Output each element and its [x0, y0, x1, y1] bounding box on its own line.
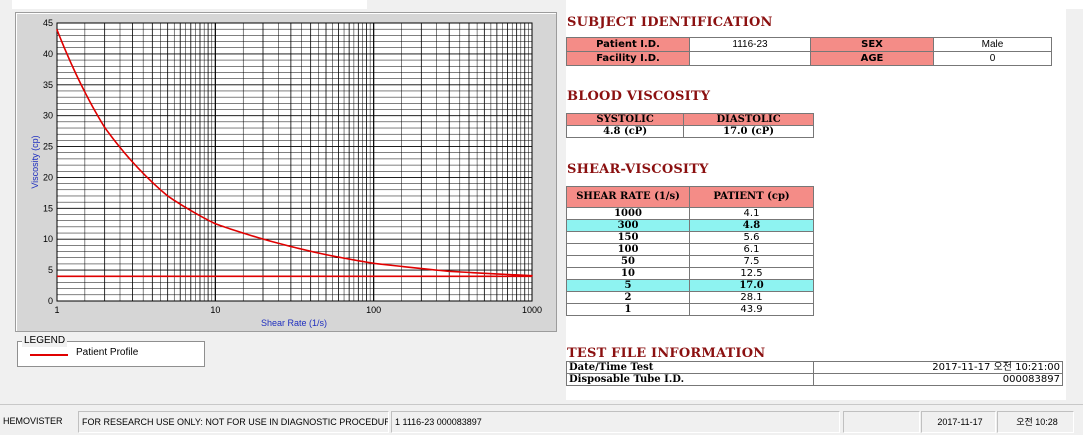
y-axis-label: Viscosity (cp) [30, 135, 40, 188]
viscosity-chart: 0 5 10 15 20 25 30 35 40 45 1 10 100 1000 Shear Rate… [30, 18, 542, 328]
data-point [103, 126, 106, 129]
patient-cp-cell: 4.1 [689, 207, 814, 220]
patient-cp-cell: 28.1 [689, 291, 814, 304]
tube-id-value: 000083897 [813, 373, 1063, 386]
blood-viscosity-title: BLOOD VISCOSITY [567, 89, 711, 104]
patient-id-value: 1116-23 [689, 37, 811, 52]
blood-viscosity-table: SYSTOLIC DIASTOLIC 4.8 (cP) 17.0 (cP) [565, 113, 814, 138]
facility-id-value [689, 51, 811, 66]
shear-rate-cell: 300 [566, 219, 690, 232]
shear-row: 5 17.0 [566, 279, 814, 292]
x-axis-label: Shear Rate (1/s) [261, 318, 327, 328]
data-point [166, 195, 169, 197]
shear-row: 50 7.5 [566, 255, 814, 268]
patient-cp-cell: 7.5 [689, 255, 814, 268]
facility-id-label: Facility I.D. [566, 51, 690, 66]
diastolic-label: DIASTOLIC [683, 113, 814, 126]
shear-row: 150 5.6 [566, 231, 814, 244]
tube-id-label: Disposable Tube I.D. [566, 373, 814, 386]
patient-cp-cell: 5.6 [689, 231, 814, 244]
legend-swatch-patient-profile [30, 354, 68, 356]
status-time: 오전 10:28 [997, 411, 1074, 433]
chart-legend: LEGEND Patient Profile [17, 335, 205, 367]
datetime-label: Date/Time Test [566, 361, 814, 374]
chart-grid [56, 22, 533, 302]
y-tick-label: 10 [43, 234, 53, 244]
status-bar: HEMOVISTER FOR RESEARCH USE ONLY: NOT FO… [0, 404, 1083, 435]
legend-label-patient-profile: Patient Profile [76, 347, 139, 358]
age-label: AGE [810, 51, 934, 66]
status-record: 1 1116-23 000083897 [391, 411, 840, 433]
shear-rate-cell: 2 [566, 291, 690, 304]
y-tick-label: 35 [43, 80, 53, 90]
y-tick-label: 15 [43, 203, 53, 213]
shear-row: 300 4.8 [566, 219, 814, 232]
shear-row: 2 28.1 [566, 291, 814, 304]
shear-rate-cell: 10 [566, 267, 690, 280]
data-point [56, 28, 58, 31]
legend-title: LEGEND [22, 335, 68, 347]
status-blank [843, 411, 920, 433]
shear-rate-cell: 150 [566, 231, 690, 244]
status-research-notice: FOR RESEARCH USE ONLY: NOT FOR USE IN DI… [78, 411, 389, 433]
status-date: 2017-11-17 [921, 411, 996, 433]
shear-row: 10 12.5 [566, 267, 814, 280]
x-tick-label: 100 [366, 305, 381, 315]
shear-rate-cell: 50 [566, 255, 690, 268]
x-tick-label: 1 [54, 305, 59, 315]
subject-identification-title: SUBJECT IDENTIFICATION [567, 15, 773, 30]
shear-viscosity-table: SHEAR RATE (1/s) PATIENT (cp) 1000 4.1 300… [566, 186, 814, 316]
data-point [400, 265, 403, 268]
patient-cp-header: PATIENT (cp) [689, 186, 814, 208]
data-point [448, 270, 451, 273]
shear-row: 1000 4.1 [566, 207, 814, 220]
systolic-value: 4.8 (cP) [565, 125, 685, 138]
y-tick-label: 45 [43, 18, 53, 28]
sex-value: Male [933, 37, 1052, 52]
systolic-label: SYSTOLIC [565, 113, 685, 126]
shear-rate-cell: 100 [566, 243, 690, 256]
data-point [372, 262, 375, 265]
diastolic-value: 17.0 (cP) [683, 125, 814, 138]
viscosity-chart-panel: 0 5 10 15 20 25 30 35 40 45 1 10 100 1000 Shear Rate… [15, 12, 557, 332]
y-tick-label: 25 [43, 142, 53, 152]
data-point [214, 222, 217, 225]
subject-table: Patient I.D. 1116-23 SEX Male Facility I… [566, 37, 1052, 66]
patient-cp-cell: 4.8 [689, 219, 814, 232]
plot-area [56, 22, 533, 302]
y-tick-label: 30 [43, 111, 53, 121]
chart-series [56, 28, 533, 278]
patient-cp-cell: 12.5 [689, 267, 814, 280]
y-tick-label: 20 [43, 172, 53, 182]
y-tick-label: 0 [48, 296, 53, 306]
x-tick-labels: 1 10 100 1000 [54, 305, 542, 315]
y-tick-labels: 0 5 10 15 20 25 30 35 40 45 [43, 18, 53, 306]
shear-viscosity-title: SHEAR-VISCOSITY [567, 162, 709, 177]
age-value: 0 [933, 51, 1052, 66]
shear-rate-cell: 5 [566, 279, 690, 292]
data-point [325, 253, 327, 256]
patient-cp-cell: 6.1 [689, 243, 814, 256]
patient-id-label: Patient I.D. [566, 37, 690, 52]
test-file-table: Date/Time Test 2017-11-17 오전 10:21:00 Di… [566, 361, 1063, 386]
test-file-information-title: TEST FILE INFORMATION [567, 346, 766, 361]
x-tick-label: 10 [210, 305, 220, 315]
shear-rate-cell: 1 [566, 303, 690, 316]
datetime-value: 2017-11-17 오전 10:21:00 [813, 361, 1063, 374]
shear-row: 1 43.9 [566, 303, 814, 316]
shear-rate-cell: 1000 [566, 207, 690, 220]
patient-cp-cell: 17.0 [689, 279, 814, 292]
sex-label: SEX [810, 37, 934, 52]
shear-rate-header: SHEAR RATE (1/s) [566, 186, 690, 208]
y-tick-label: 5 [48, 265, 53, 275]
shear-row: 100 6.1 [566, 243, 814, 256]
patient-cp-cell: 43.9 [689, 303, 814, 316]
x-tick-label: 1000 [522, 305, 542, 315]
series-line-patient-profile [56, 29, 533, 277]
y-tick-label: 40 [43, 49, 53, 59]
status-app-name: HEMOVISTER [3, 416, 63, 426]
